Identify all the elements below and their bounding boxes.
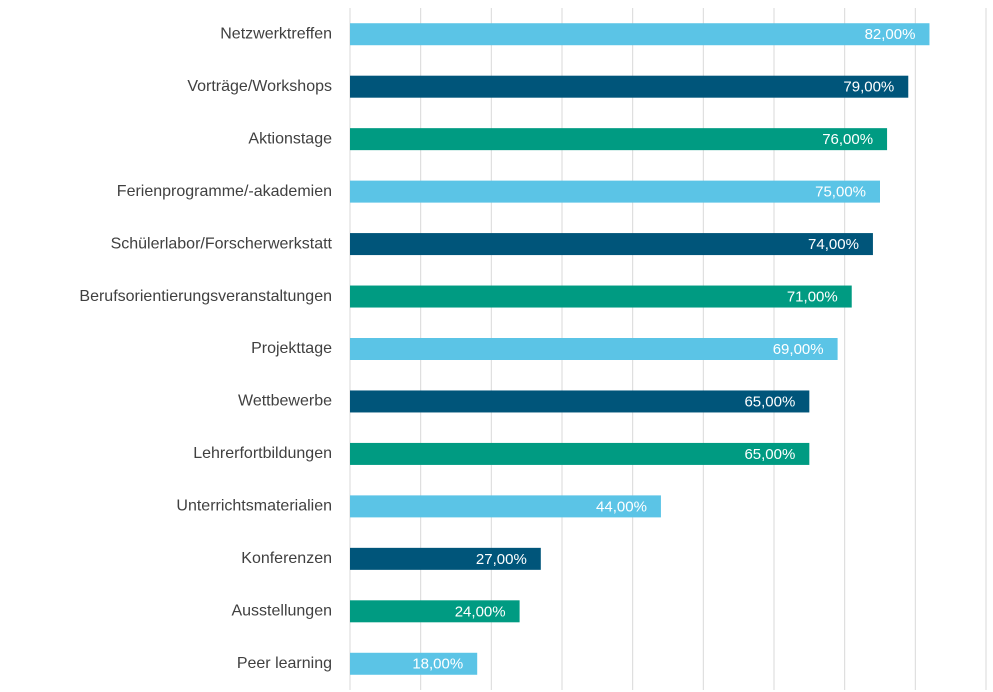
y-tick-label: Konferenzen xyxy=(241,550,332,567)
bar xyxy=(350,652,478,675)
y-tick-label: Vorträge/Workshops xyxy=(187,78,332,95)
bar xyxy=(350,442,810,465)
value-label: 65,00% xyxy=(744,446,795,463)
y-tick-label: Unterrichtsmaterialien xyxy=(176,498,332,515)
bar xyxy=(350,128,888,151)
value-label: 44,00% xyxy=(596,498,647,515)
value-label: 79,00% xyxy=(843,79,894,96)
y-tick-label: Lehrerfortbildungen xyxy=(193,445,332,462)
bar xyxy=(350,23,930,46)
y-tick-label: Projekttage xyxy=(251,340,332,357)
value-label: 65,00% xyxy=(744,393,795,410)
bar xyxy=(350,495,661,518)
bar xyxy=(350,285,852,308)
bar xyxy=(350,390,810,413)
value-label: 24,00% xyxy=(455,603,506,620)
value-label: 18,00% xyxy=(412,656,463,673)
bar xyxy=(350,180,880,203)
bar xyxy=(350,233,873,256)
bar xyxy=(350,600,520,623)
value-label: 74,00% xyxy=(808,236,859,253)
y-tick-label: Ausstellungen xyxy=(231,603,332,620)
y-tick-label: Aktionstage xyxy=(248,130,332,147)
value-label: 82,00% xyxy=(865,26,916,43)
bar xyxy=(350,547,541,570)
y-tick-label: Ferienprogramme/-akademien xyxy=(117,183,332,200)
value-label: 27,00% xyxy=(476,551,527,568)
value-label: 75,00% xyxy=(815,184,866,201)
y-tick-label: Schülerlabor/Forscherwerkstatt xyxy=(111,235,333,252)
y-tick-label: Netzwerktreffen xyxy=(220,25,332,42)
bar xyxy=(350,75,909,98)
value-label: 71,00% xyxy=(787,289,838,306)
y-tick-label: Peer learning xyxy=(237,655,332,672)
value-label: 69,00% xyxy=(773,341,824,358)
bar xyxy=(350,338,838,360)
y-tick-label: Berufsorientierungsveranstaltungen xyxy=(79,288,332,305)
value-label: 76,00% xyxy=(822,131,873,148)
y-tick-label: Wettbewerbe xyxy=(238,393,332,410)
